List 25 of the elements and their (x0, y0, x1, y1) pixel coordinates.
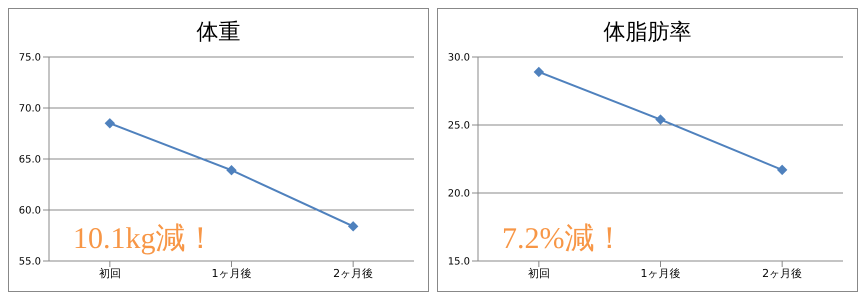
chart-title: 体重 (196, 19, 242, 47)
y-tick-label: 60.0 (18, 206, 41, 217)
y-tick-label: 15.0 (448, 256, 470, 268)
y-tick-label: 70.0 (18, 104, 41, 115)
point (656, 114, 666, 125)
y-tick-label: 65.0 (18, 154, 41, 166)
point (777, 164, 788, 175)
annotation: 7.2%減！ (502, 221, 624, 257)
chart-title: 体脂肪率 (602, 19, 692, 47)
y-tick-label: 75.0 (18, 52, 41, 64)
x-tick-label: 1ヶ月後 (640, 266, 680, 280)
y-tick-label: 55.0 (18, 256, 41, 268)
x-tick-label: 初回 (528, 266, 550, 280)
point (348, 221, 358, 232)
x-tick-label: 初回 (98, 266, 121, 280)
y-tick-label: 30.0 (448, 52, 470, 64)
x-tick-label: 2ヶ月後 (333, 266, 374, 280)
y-tick-label: 25.0 (448, 120, 470, 132)
point (226, 165, 236, 176)
point (534, 66, 544, 77)
y-tick-label: 20.0 (448, 188, 470, 200)
annotation: 10.1kg減！ (73, 221, 216, 257)
point (104, 118, 115, 128)
x-tick-label: 1ヶ月後 (212, 266, 252, 280)
x-tick-label: 2ヶ月後 (762, 266, 802, 280)
